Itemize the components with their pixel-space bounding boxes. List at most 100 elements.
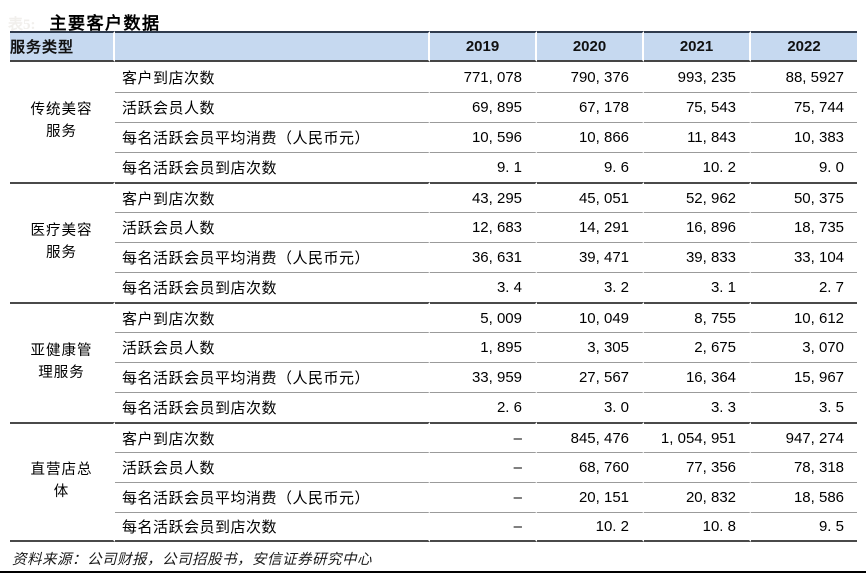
row-label: 每名活跃会员平均消费（人民币元） bbox=[115, 242, 430, 272]
value-cell: 2, 675 bbox=[644, 332, 751, 362]
value-cell: 68, 760 bbox=[537, 452, 644, 482]
page-bottom-rule bbox=[0, 571, 866, 573]
value-cell: 18, 586 bbox=[751, 482, 857, 512]
col-header-2021: 2021 bbox=[644, 31, 751, 62]
row-label: 客户到店次数 bbox=[115, 182, 430, 212]
value-cell: 36, 631 bbox=[430, 242, 537, 272]
value-cell: 88, 5927 bbox=[785, 68, 844, 86]
value-cell: 771, 078 bbox=[430, 62, 537, 92]
value-cell: 3. 5 bbox=[751, 392, 857, 422]
value-cell: 69, 895 bbox=[430, 92, 537, 122]
row-label: 每名活跃会员平均消费（人民币元） bbox=[115, 122, 430, 152]
table-row: 活跃会员人数 – 68, 760 77, 356 78, 318 bbox=[10, 452, 857, 482]
value-cell: 11, 843 bbox=[644, 122, 751, 152]
value-cell: – bbox=[430, 452, 537, 482]
col-header-service-type: 服务类型 bbox=[10, 31, 115, 62]
table-header-row: 服务类型 2019 2020 2021 2022 bbox=[10, 31, 857, 62]
value-cell: 8, 755 bbox=[644, 302, 751, 332]
customer-data-table: 服务类型 2019 2020 2021 2022 传统美容服务 客户到店次数 7… bbox=[10, 31, 857, 542]
table-row: 每名活跃会员到店次数 2. 6 3. 0 3. 3 3. 5 bbox=[10, 392, 857, 422]
value-cell: – bbox=[430, 512, 537, 542]
value-cell: 15, 967 bbox=[751, 362, 857, 392]
value-cell: 3. 2 bbox=[537, 272, 644, 302]
value-cell: 45, 051 bbox=[537, 182, 644, 212]
row-label: 客户到店次数 bbox=[115, 62, 430, 92]
table-row: 每名活跃会员平均消费（人民币元） 10, 596 10, 866 11, 843… bbox=[10, 122, 857, 152]
value-cell: 10. 8 bbox=[644, 512, 751, 542]
col-header-2022: 2022 bbox=[751, 31, 857, 62]
row-label: 每名活跃会员平均消费（人民币元） bbox=[115, 482, 430, 512]
value-cell: 33, 104 bbox=[751, 242, 857, 272]
value-cell: 18, 735 bbox=[751, 212, 857, 242]
value-cell: – bbox=[430, 422, 537, 452]
table-row: 每名活跃会员到店次数 3. 4 3. 2 3. 1 2. 7 bbox=[10, 272, 857, 302]
table-row: 每名活跃会员平均消费（人民币元） – 20, 151 20, 832 18, 5… bbox=[10, 482, 857, 512]
value-cell: 33, 959 bbox=[430, 362, 537, 392]
row-label: 每名活跃会员到店次数 bbox=[115, 152, 430, 182]
value-cell: 845, 476 bbox=[537, 422, 644, 452]
table-row: 每名活跃会员平均消费（人民币元） 33, 959 27, 567 16, 364… bbox=[10, 362, 857, 392]
value-cell: 16, 364 bbox=[644, 362, 751, 392]
row-label: 每名活跃会员到店次数 bbox=[115, 272, 430, 302]
value-cell: 10, 612 bbox=[751, 302, 857, 332]
group-label-traditional-beauty: 传统美容服务 bbox=[10, 62, 115, 182]
group-label-direct-stores-total: 直营店总体 bbox=[10, 422, 115, 542]
value-cell: 16, 896 bbox=[644, 212, 751, 242]
value-cell: 14, 291 bbox=[537, 212, 644, 242]
value-cell: 39, 833 bbox=[644, 242, 751, 272]
value-cell: 52, 962 bbox=[644, 182, 751, 212]
value-cell: 9. 6 bbox=[537, 152, 644, 182]
value-cell: 2. 6 bbox=[430, 392, 537, 422]
value-cell: 2. 7 bbox=[751, 272, 857, 302]
group-label-subhealth-management: 亚健康管理服务 bbox=[10, 302, 115, 422]
row-label: 每名活跃会员到店次数 bbox=[115, 392, 430, 422]
table-number-label: 表5: bbox=[8, 17, 36, 33]
value-cell: 3, 305 bbox=[537, 332, 644, 362]
value-cell: 9. 0 bbox=[751, 152, 857, 182]
row-label: 活跃会员人数 bbox=[115, 332, 430, 362]
data-source-note: 资料来源：公司财报，公司招股书，安信证券研究中心 bbox=[12, 552, 372, 568]
value-cell: 67, 178 bbox=[537, 92, 644, 122]
value-cell: 75, 543 bbox=[644, 92, 751, 122]
value-cell: – bbox=[430, 482, 537, 512]
value-cell: 993, 235 bbox=[644, 62, 751, 92]
header-spacer bbox=[115, 31, 430, 62]
table-row: 医疗美容服务 客户到店次数 43, 295 45, 051 52, 962 50… bbox=[10, 182, 857, 302]
table-row: 传统美容服务 客户到店次数 771, 078 790, 376 993, 235… bbox=[10, 62, 857, 182]
value-cell: 1, 054, 951 bbox=[644, 422, 751, 452]
row-label: 每名活跃会员平均消费（人民币元） bbox=[115, 362, 430, 392]
value-cell: 78, 318 bbox=[751, 452, 857, 482]
value-cell: 5, 009 bbox=[430, 302, 537, 332]
value-cell: 10, 596 bbox=[430, 122, 537, 152]
row-label: 活跃会员人数 bbox=[115, 452, 430, 482]
value-cell: 3. 3 bbox=[644, 392, 751, 422]
value-cell: 3, 070 bbox=[751, 332, 857, 362]
value-cell: 1, 895 bbox=[430, 332, 537, 362]
table-row: 亚健康管理服务 客户到店次数 5, 009 10, 049 8, 755 10,… bbox=[10, 302, 857, 422]
row-label: 活跃会员人数 bbox=[115, 92, 430, 122]
row-label: 客户到店次数 bbox=[115, 302, 430, 332]
value-cell: 790, 376 bbox=[537, 62, 644, 92]
value-cell: 3. 4 bbox=[430, 272, 537, 302]
value-cell: 3. 0 bbox=[537, 392, 644, 422]
col-header-2019: 2019 bbox=[430, 31, 537, 62]
col-header-2020: 2020 bbox=[537, 31, 644, 62]
value-cell: 39, 471 bbox=[537, 242, 644, 272]
value-cell: 10, 866 bbox=[537, 122, 644, 152]
value-cell: 3. 1 bbox=[644, 272, 751, 302]
row-label: 活跃会员人数 bbox=[115, 212, 430, 242]
value-cell: 947, 274 bbox=[751, 422, 857, 452]
value-cell: 75, 744 bbox=[751, 92, 857, 122]
value-cell: 20, 832 bbox=[644, 482, 751, 512]
table-row: 每名活跃会员平均消费（人民币元） 36, 631 39, 471 39, 833… bbox=[10, 242, 857, 272]
value-cell: 20, 151 bbox=[537, 482, 644, 512]
table-row: 直营店总体 客户到店次数 – 845, 476 1, 054, 951 947,… bbox=[10, 422, 857, 542]
table-row: 每名活跃会员到店次数 – 10. 2 10. 8 9. 5 bbox=[10, 512, 857, 542]
row-label: 客户到店次数 bbox=[115, 422, 430, 452]
group-label-medical-beauty: 医疗美容服务 bbox=[10, 182, 115, 302]
value-cell: 10, 383 bbox=[751, 122, 857, 152]
value-cell: 10. 2 bbox=[644, 152, 751, 182]
value-cell: 9. 5 bbox=[751, 512, 857, 542]
value-cell: 10, 049 bbox=[537, 302, 644, 332]
